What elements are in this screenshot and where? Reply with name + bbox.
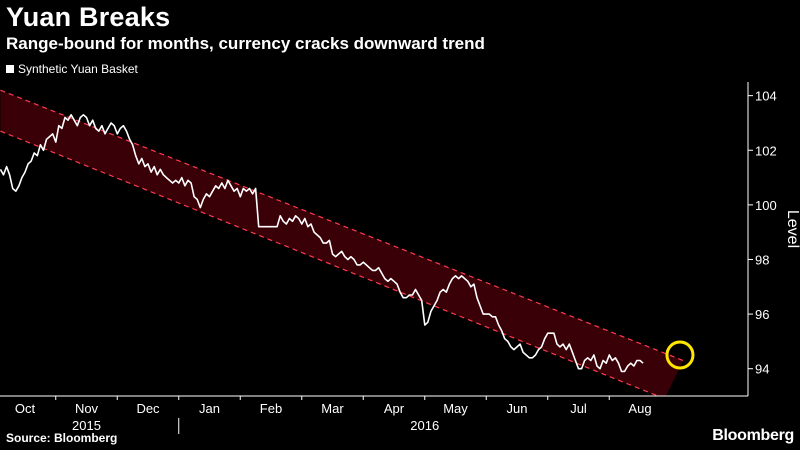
x-tick-label: Jun xyxy=(507,401,528,416)
x-tick-label: May xyxy=(443,401,468,416)
series-line xyxy=(0,114,644,373)
legend-label: Synthetic Yuan Basket xyxy=(18,62,138,76)
y-tick-label: 100 xyxy=(755,198,777,213)
brand-logo: Bloomberg xyxy=(712,427,794,444)
source-note: Source: Bloomberg xyxy=(6,431,118,445)
chart-subtitle: Range-bound for months, currency cracks … xyxy=(6,34,485,53)
x-tick-label: Aug xyxy=(628,401,651,416)
legend-swatch xyxy=(6,65,14,73)
channel-band xyxy=(0,90,684,396)
y-axis-label: Level xyxy=(784,210,800,248)
x-tick-label: Nov xyxy=(75,401,99,416)
x-tick-label: Oct xyxy=(15,401,36,416)
y-tick-label: 98 xyxy=(755,252,769,267)
year-label: 2016 xyxy=(410,418,439,433)
chart-title: Yuan Breaks xyxy=(6,2,171,32)
y-tick-label: 102 xyxy=(755,143,777,158)
y-tick-label: 94 xyxy=(755,362,769,377)
channel-upper-line xyxy=(0,89,684,362)
y-tick-label: 96 xyxy=(755,307,769,322)
x-tick-label: Dec xyxy=(136,401,160,416)
legend: Synthetic Yuan Basket xyxy=(6,62,138,76)
channel-lower-line xyxy=(0,130,660,396)
x-tick-label: Jul xyxy=(570,401,587,416)
x-tick-label: Apr xyxy=(384,401,405,416)
highlight-circle xyxy=(665,340,695,370)
year-label: 2015 xyxy=(72,418,101,433)
x-tick-label: Jan xyxy=(199,401,220,416)
y-tick-label: 104 xyxy=(755,89,777,104)
x-tick-label: Feb xyxy=(260,401,282,416)
x-tick-label: Mar xyxy=(321,401,344,416)
